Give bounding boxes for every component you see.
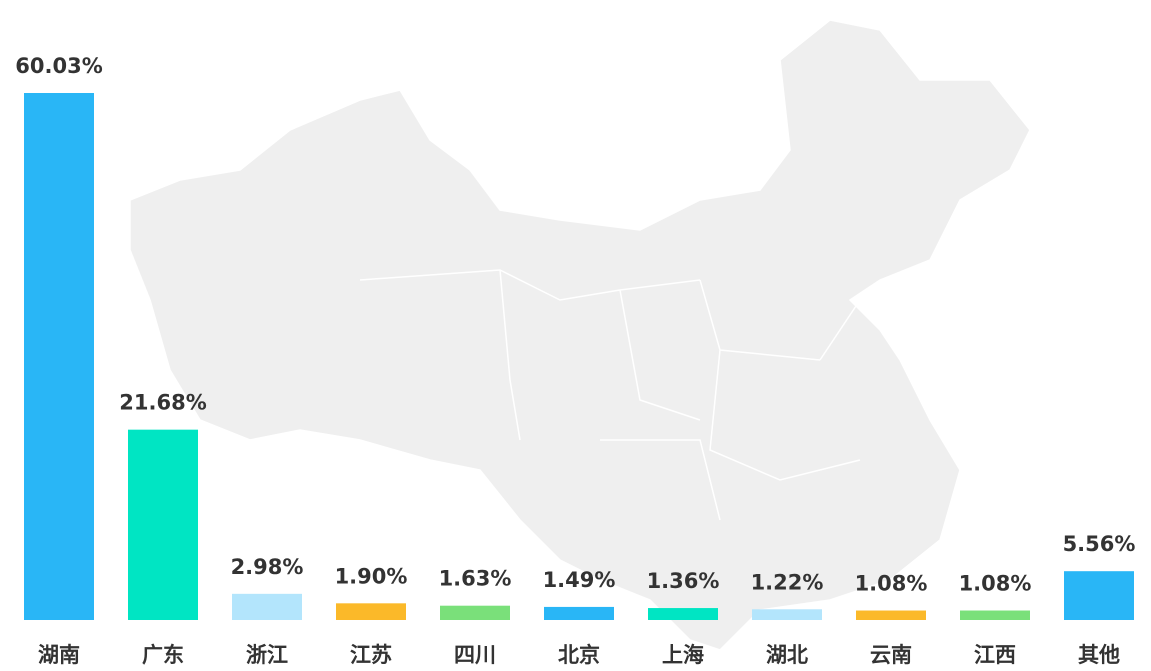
bar (544, 606, 614, 620)
bar (440, 605, 510, 620)
value-label: 21.68% (119, 391, 206, 415)
x-tick-label: 广东 (142, 643, 184, 667)
map-borders (359, 269, 861, 521)
bar (24, 93, 94, 620)
x-tick-label: 其他 (1078, 643, 1120, 667)
x-tick-label: 江苏 (350, 643, 392, 667)
bar (336, 603, 406, 620)
bar (752, 609, 822, 620)
x-tick-label: 四川 (454, 643, 496, 667)
x-tick-label: 北京 (558, 643, 600, 667)
bar (960, 610, 1030, 620)
bar (856, 610, 926, 620)
value-label: 5.56% (1063, 532, 1136, 556)
x-tick-label: 湖北 (766, 643, 808, 667)
value-label: 1.36% (647, 569, 720, 593)
x-tick-label: 云南 (870, 643, 912, 667)
value-label: 1.90% (335, 564, 408, 588)
bar (1064, 571, 1134, 620)
value-label: 1.49% (543, 568, 616, 592)
value-label: 1.63% (439, 567, 512, 591)
value-label: 60.03% (15, 54, 102, 78)
x-tick-label: 江西 (974, 643, 1016, 667)
value-label: 2.98% (231, 555, 304, 579)
x-tick-label: 湖南 (38, 643, 80, 667)
bar (648, 608, 718, 620)
bar (128, 429, 198, 620)
map-background (129, 19, 1031, 651)
x-tick-label: 浙江 (246, 643, 288, 667)
bar (232, 593, 302, 620)
value-label: 1.08% (855, 572, 928, 596)
value-label: 1.22% (751, 570, 824, 594)
x-tick-label: 上海 (662, 643, 704, 667)
value-label: 1.08% (959, 572, 1032, 596)
